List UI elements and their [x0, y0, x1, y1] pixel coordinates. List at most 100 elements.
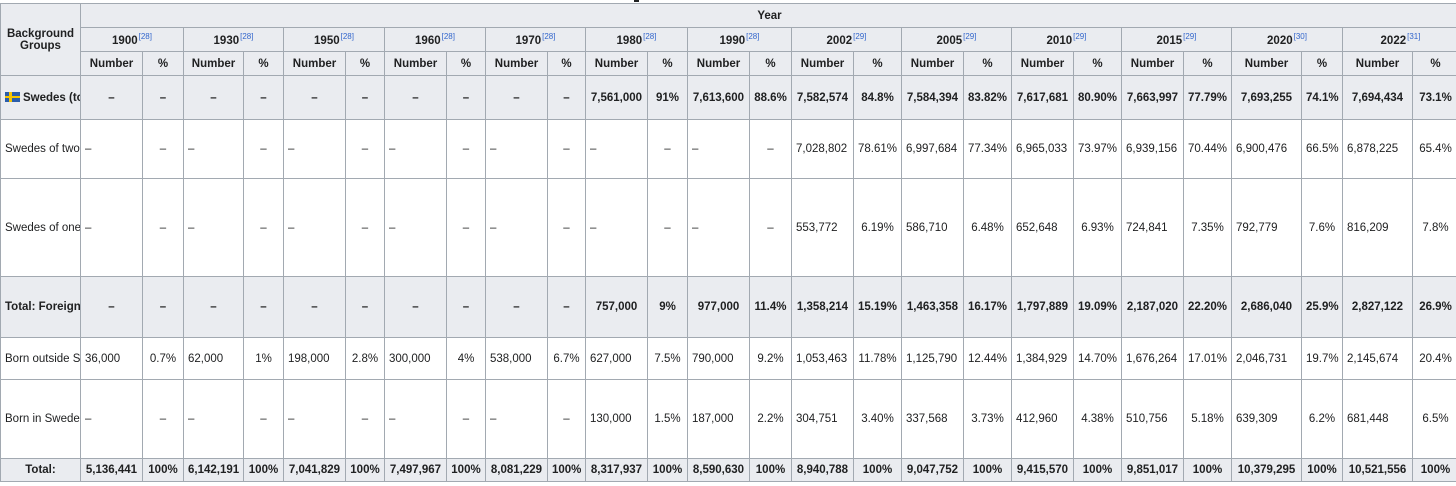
percent-cell: 9% [647, 276, 688, 338]
number-cell: 7,613,600 [687, 75, 750, 120]
number-cell: 7,561,000 [585, 75, 648, 120]
number-subheader: Number [1342, 51, 1413, 76]
year-column-header: 2005[29] [901, 27, 1012, 52]
number-cell: 412,960 [1011, 379, 1074, 459]
reference-link[interactable]: [28] [542, 32, 556, 42]
percent-cell: – [243, 379, 284, 459]
number-cell: – [687, 178, 750, 277]
number-cell: 790,000 [687, 337, 750, 380]
row-header: Total: [0, 458, 81, 482]
number-subheader: Number [485, 51, 548, 76]
year-label: 1980 [616, 34, 643, 47]
reference-link[interactable]: [29] [1073, 32, 1087, 42]
number-subheader: Number [791, 51, 854, 76]
number-cell: 130,000 [585, 379, 648, 459]
number-cell: – [80, 119, 143, 179]
table-row: Born outside Sweden36,0000.7%62,0001%198… [0, 337, 1456, 380]
number-cell: 2,145,674 [1342, 337, 1413, 380]
percent-cell: – [243, 276, 284, 338]
number-cell: 1,358,214 [791, 276, 854, 338]
reference-link[interactable]: [28] [240, 32, 254, 42]
number-cell: – [585, 119, 648, 179]
number-cell: – [183, 75, 244, 120]
number-cell: 337,568 [901, 379, 964, 459]
number-cell: 62,000 [183, 337, 244, 380]
number-cell: 8,081,229 [485, 458, 548, 482]
reference-link[interactable]: [31] [1407, 32, 1421, 42]
number-cell: 2,046,731 [1231, 337, 1302, 380]
percent-cell: – [446, 379, 486, 459]
percent-cell: – [547, 276, 586, 338]
percent-cell: 19.7% [1301, 337, 1343, 380]
number-cell: – [485, 276, 548, 338]
reference-link[interactable]: [28] [340, 32, 354, 42]
percent-cell: 22.20% [1183, 276, 1232, 338]
row-label: Total: Foreign background [5, 301, 81, 313]
percent-cell: 100% [142, 458, 184, 482]
percent-subheader: % [1183, 51, 1232, 76]
percent-cell: – [446, 119, 486, 179]
row-header: Swedes (total) [0, 75, 81, 120]
percent-cell: – [446, 178, 486, 277]
percent-cell: – [345, 379, 385, 459]
number-cell: 7,663,997 [1121, 75, 1184, 120]
number-cell: 1,125,790 [901, 337, 964, 380]
reference-link[interactable]: [28] [746, 32, 760, 42]
number-cell: 510,756 [1121, 379, 1184, 459]
number-cell: 1,053,463 [791, 337, 854, 380]
row-label: Total: [25, 464, 56, 476]
percent-subheader: % [547, 51, 586, 76]
percent-cell: 83.82% [963, 75, 1012, 120]
row-header: Swedes of two Swedish parents [0, 119, 81, 179]
percent-cell: 19.09% [1073, 276, 1122, 338]
year-label: 2002 [826, 34, 853, 47]
number-cell: 724,841 [1121, 178, 1184, 277]
cropped-caption-fragment [634, 0, 639, 2]
sweden-flag-icon [5, 91, 20, 102]
reference-link[interactable]: [29] [963, 32, 977, 42]
percent-cell: 77.34% [963, 119, 1012, 179]
reference-link[interactable]: [30] [1293, 32, 1307, 42]
percent-cell: – [142, 119, 184, 179]
row-header: Total: Foreign background [0, 276, 81, 338]
year-label: 1970 [515, 34, 542, 47]
reference-link[interactable]: [28] [441, 32, 455, 42]
percent-cell: 100% [1183, 458, 1232, 482]
year-label: 2010 [1046, 34, 1073, 47]
percent-cell: 15.19% [853, 276, 902, 338]
number-cell: – [485, 75, 548, 120]
number-cell: 7,497,967 [384, 458, 447, 482]
reference-link[interactable]: [29] [1183, 32, 1197, 42]
number-cell: 1,797,889 [1011, 276, 1074, 338]
percent-cell: 14.70% [1073, 337, 1122, 380]
percent-cell: 2.8% [345, 337, 385, 380]
percent-cell: – [345, 178, 385, 277]
percent-cell: 11.4% [749, 276, 792, 338]
number-cell: 538,000 [485, 337, 548, 380]
year-label: 2015 [1156, 34, 1183, 47]
number-cell: 9,415,570 [1011, 458, 1074, 482]
reference-link[interactable]: [29] [853, 32, 867, 42]
number-subheader: Number [384, 51, 447, 76]
number-cell: 300,000 [384, 337, 447, 380]
year-label: 1930 [213, 34, 240, 47]
number-cell: – [485, 119, 548, 179]
percent-cell: 100% [1301, 458, 1343, 482]
percent-cell: 1.5% [647, 379, 688, 459]
number-cell: 36,000 [80, 337, 143, 380]
year-column-header: 1970[28] [485, 27, 586, 52]
row-label: Born outside Sweden [5, 352, 81, 365]
reference-link[interactable]: [28] [643, 32, 657, 42]
number-cell: 1,676,264 [1121, 337, 1184, 380]
year-column-header: 1930[28] [183, 27, 284, 52]
reference-link[interactable]: [28] [138, 32, 152, 42]
year-column-header: 1990[28] [687, 27, 792, 52]
percent-cell: 6.5% [1412, 379, 1456, 459]
row-header: Born in Sweden to two foreign-born paren… [0, 379, 81, 459]
number-cell: 8,590,630 [687, 458, 750, 482]
number-cell: – [80, 276, 143, 338]
percent-subheader: % [749, 51, 792, 76]
number-cell: – [384, 119, 447, 179]
percent-subheader: % [142, 51, 184, 76]
percent-cell: – [446, 75, 486, 120]
